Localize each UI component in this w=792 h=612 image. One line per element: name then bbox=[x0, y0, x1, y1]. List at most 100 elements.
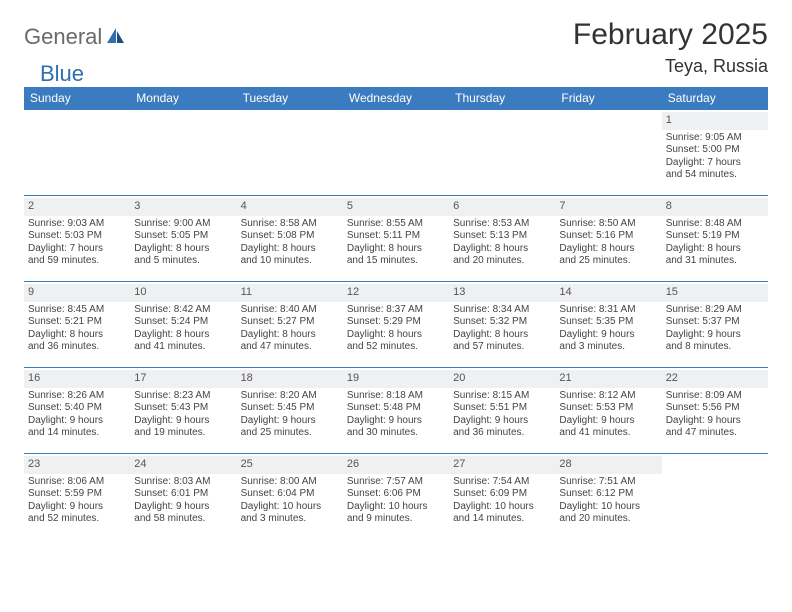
day-day1: Daylight: 9 hours bbox=[666, 415, 764, 428]
day-day2: and 52 minutes. bbox=[347, 341, 445, 354]
day-sunset: Sunset: 6:06 PM bbox=[347, 488, 445, 501]
day-day1: Daylight: 9 hours bbox=[347, 415, 445, 428]
calendar-day-cell: 13Sunrise: 8:34 AMSunset: 5:32 PMDayligh… bbox=[449, 282, 555, 368]
day-sunrise: Sunrise: 9:00 AM bbox=[134, 218, 232, 231]
day-sunset: Sunset: 5:59 PM bbox=[28, 488, 126, 501]
day-day1: Daylight: 9 hours bbox=[241, 415, 339, 428]
calendar-day-cell: 14Sunrise: 8:31 AMSunset: 5:35 PMDayligh… bbox=[555, 282, 661, 368]
brand-logo: General bbox=[24, 24, 128, 50]
day-day2: and 41 minutes. bbox=[134, 341, 232, 354]
day-sunrise: Sunrise: 7:54 AM bbox=[453, 476, 551, 489]
weekday-header: Thursday bbox=[449, 87, 555, 110]
day-day1: Daylight: 8 hours bbox=[559, 243, 657, 256]
calendar-day-cell: 4 Sunrise: 8:58 AMSunset: 5:08 PMDaylight… bbox=[237, 196, 343, 282]
day-day2: and 31 minutes. bbox=[666, 255, 764, 268]
day-number: 5 bbox=[343, 198, 449, 216]
calendar-day-cell: 20Sunrise: 8:15 AMSunset: 5:51 PMDayligh… bbox=[449, 368, 555, 454]
calendar-day-cell: 1Sunrise: 9:05 AMSunset: 5:00 PMDaylight… bbox=[662, 110, 768, 196]
day-number: 10 bbox=[130, 284, 236, 302]
title-block: February 2025 Teya, Russia bbox=[573, 18, 768, 77]
day-day1: Daylight: 8 hours bbox=[347, 329, 445, 342]
day-sunset: Sunset: 5:32 PM bbox=[453, 316, 551, 329]
day-day2: and 47 minutes. bbox=[666, 427, 764, 440]
brand-sail-icon bbox=[106, 26, 126, 49]
day-day1: Daylight: 8 hours bbox=[241, 243, 339, 256]
day-number: 8 bbox=[662, 198, 768, 216]
day-sunset: Sunset: 5:35 PM bbox=[559, 316, 657, 329]
calendar-day-cell: 11Sunrise: 8:40 AMSunset: 5:27 PMDayligh… bbox=[237, 282, 343, 368]
day-day2: and 14 minutes. bbox=[28, 427, 126, 440]
calendar-day-cell: 6Sunrise: 8:53 AMSunset: 5:13 PMDaylight… bbox=[449, 196, 555, 282]
day-day2: and 57 minutes. bbox=[453, 341, 551, 354]
calendar-day-cell: 3Sunrise: 9:00 AMSunset: 5:05 PMDaylight… bbox=[130, 196, 236, 282]
day-sunrise: Sunrise: 8:15 AM bbox=[453, 390, 551, 403]
day-day2: and 30 minutes. bbox=[347, 427, 445, 440]
day-sunset: Sunset: 5:56 PM bbox=[666, 402, 764, 415]
day-sunset: Sunset: 5:08 PM bbox=[241, 230, 339, 243]
day-number: 25 bbox=[237, 456, 343, 474]
calendar-day-cell: 21Sunrise: 8:12 AMSunset: 5:53 PMDayligh… bbox=[555, 368, 661, 454]
location: Teya, Russia bbox=[573, 56, 768, 77]
calendar-day-cell: 23Sunrise: 8:06 AMSunset: 5:59 PMDayligh… bbox=[24, 454, 130, 540]
day-number: 24 bbox=[130, 456, 236, 474]
day-number: 11 bbox=[237, 284, 343, 302]
day-day1: Daylight: 9 hours bbox=[134, 415, 232, 428]
calendar-day-cell: 19Sunrise: 8:18 AMSunset: 5:48 PMDayligh… bbox=[343, 368, 449, 454]
day-sunset: Sunset: 5:37 PM bbox=[666, 316, 764, 329]
day-sunrise: Sunrise: 8:48 AM bbox=[666, 218, 764, 231]
calendar-week-row: 2Sunrise: 9:03 AMSunset: 5:03 PMDaylight… bbox=[24, 196, 768, 282]
day-sunrise: Sunrise: 8:55 AM bbox=[347, 218, 445, 231]
day-sunset: Sunset: 5:51 PM bbox=[453, 402, 551, 415]
day-sunset: Sunset: 5:27 PM bbox=[241, 316, 339, 329]
day-sunset: Sunset: 6:09 PM bbox=[453, 488, 551, 501]
day-sunset: Sunset: 5:16 PM bbox=[559, 230, 657, 243]
calendar-day-cell: 26Sunrise: 7:57 AMSunset: 6:06 PMDayligh… bbox=[343, 454, 449, 540]
calendar-day-cell: 17Sunrise: 8:23 AMSunset: 5:43 PMDayligh… bbox=[130, 368, 236, 454]
brand-general: General bbox=[24, 24, 102, 50]
calendar-day-cell: 25Sunrise: 8:00 AMSunset: 6:04 PMDayligh… bbox=[237, 454, 343, 540]
day-day1: Daylight: 10 hours bbox=[241, 501, 339, 514]
day-day1: Daylight: 8 hours bbox=[347, 243, 445, 256]
day-number: 16 bbox=[24, 370, 130, 388]
day-number: 7 bbox=[555, 198, 661, 216]
calendar-day-cell: 24Sunrise: 8:03 AMSunset: 6:01 PMDayligh… bbox=[130, 454, 236, 540]
calendar-table: Sunday Monday Tuesday Wednesday Thursday… bbox=[24, 87, 768, 540]
calendar-day-cell bbox=[130, 110, 236, 196]
day-sunrise: Sunrise: 7:57 AM bbox=[347, 476, 445, 489]
calendar-day-cell: 5Sunrise: 8:55 AMSunset: 5:11 PMDaylight… bbox=[343, 196, 449, 282]
day-number: 3 bbox=[130, 198, 236, 216]
calendar-day-cell: 7Sunrise: 8:50 AMSunset: 5:16 PMDaylight… bbox=[555, 196, 661, 282]
day-sunrise: Sunrise: 8:12 AM bbox=[559, 390, 657, 403]
day-day1: Daylight: 7 hours bbox=[666, 157, 764, 170]
calendar-day-cell: 9Sunrise: 8:45 AMSunset: 5:21 PMDaylight… bbox=[24, 282, 130, 368]
day-day1: Daylight: 9 hours bbox=[453, 415, 551, 428]
weekday-header: Tuesday bbox=[237, 87, 343, 110]
day-sunset: Sunset: 5:00 PM bbox=[666, 144, 764, 157]
calendar-day-cell: 2Sunrise: 9:03 AMSunset: 5:03 PMDaylight… bbox=[24, 196, 130, 282]
day-day1: Daylight: 8 hours bbox=[134, 329, 232, 342]
day-sunset: Sunset: 5:03 PM bbox=[28, 230, 126, 243]
day-sunrise: Sunrise: 8:03 AM bbox=[134, 476, 232, 489]
day-sunrise: Sunrise: 8:40 AM bbox=[241, 304, 339, 317]
day-day2: and 3 minutes. bbox=[241, 513, 339, 526]
day-day1: Daylight: 8 hours bbox=[453, 243, 551, 256]
day-number: 18 bbox=[237, 370, 343, 388]
day-number: 9 bbox=[24, 284, 130, 302]
calendar-body: 1Sunrise: 9:05 AMSunset: 5:00 PMDaylight… bbox=[24, 110, 768, 540]
day-day2: and 10 minutes. bbox=[241, 255, 339, 268]
day-day1: Daylight: 9 hours bbox=[28, 501, 126, 514]
day-day2: and 14 minutes. bbox=[453, 513, 551, 526]
day-sunset: Sunset: 5:05 PM bbox=[134, 230, 232, 243]
day-sunrise: Sunrise: 8:58 AM bbox=[241, 218, 339, 231]
day-sunrise: Sunrise: 8:26 AM bbox=[28, 390, 126, 403]
day-day2: and 5 minutes. bbox=[134, 255, 232, 268]
day-day1: Daylight: 9 hours bbox=[559, 415, 657, 428]
calendar-day-cell: 10Sunrise: 8:42 AMSunset: 5:24 PMDayligh… bbox=[130, 282, 236, 368]
day-day1: Daylight: 8 hours bbox=[453, 329, 551, 342]
calendar-day-cell: 22Sunrise: 8:09 AMSunset: 5:56 PMDayligh… bbox=[662, 368, 768, 454]
day-sunrise: Sunrise: 8:00 AM bbox=[241, 476, 339, 489]
day-number: 4 bbox=[237, 198, 343, 216]
day-number: 17 bbox=[130, 370, 236, 388]
calendar-week-row: 9Sunrise: 8:45 AMSunset: 5:21 PMDaylight… bbox=[24, 282, 768, 368]
calendar-header-row: Sunday Monday Tuesday Wednesday Thursday… bbox=[24, 87, 768, 110]
